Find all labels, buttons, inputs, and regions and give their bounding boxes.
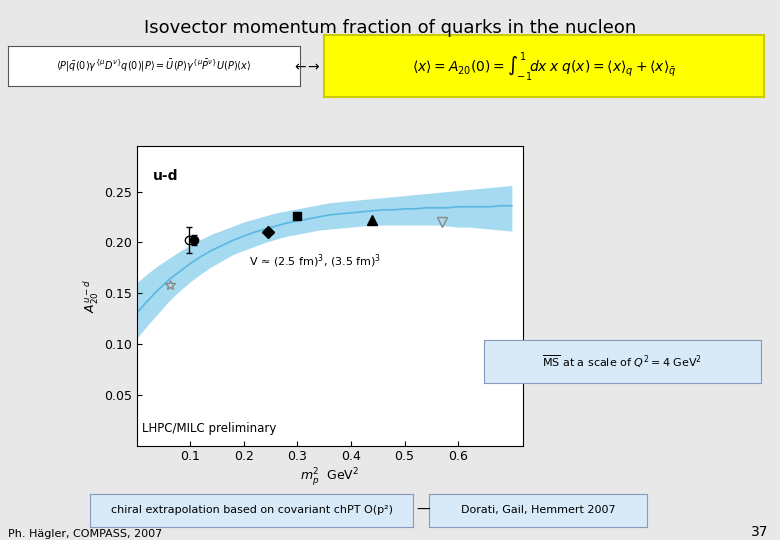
Text: —: — (417, 503, 431, 517)
Text: $\langle x\rangle = A_{20}(0) = \int_{-1}^{1}\!dx\; x\; q(x) = \langle x\rangle_: $\langle x\rangle = A_{20}(0) = \int_{-1… (412, 50, 676, 83)
Text: V ≈ (2.5 fm)$^3$, (3.5 fm)$^3$: V ≈ (2.5 fm)$^3$, (3.5 fm)$^3$ (249, 252, 381, 269)
Text: $\langle P|\bar{q}(0)\gamma^{\{\mu}D^{\nu\}}q(0)|P\rangle = \bar{U}(P)\gamma^{\{: $\langle P|\bar{q}(0)\gamma^{\{\mu}D^{\n… (56, 58, 252, 74)
Text: Dorati, Gail, Hemmert 2007: Dorati, Gail, Hemmert 2007 (461, 505, 615, 515)
Text: u-d: u-d (153, 169, 178, 183)
Text: LHPC/MILC preliminary: LHPC/MILC preliminary (142, 422, 276, 435)
Text: $\leftarrow\!\!\rightarrow$: $\leftarrow\!\!\rightarrow$ (292, 59, 321, 73)
Y-axis label: $A_{20}^{u-d}$: $A_{20}^{u-d}$ (81, 279, 101, 313)
Text: chiral extrapolation based on covariant chPT O(p²): chiral extrapolation based on covariant … (111, 505, 392, 515)
Text: $\overline{\rm MS}$ at a scale of $Q^2 = 4$ GeV$^2$: $\overline{\rm MS}$ at a scale of $Q^2 =… (542, 354, 702, 370)
Text: 37: 37 (751, 525, 768, 539)
Text: Ph. Hägler, COMPASS, 2007: Ph. Hägler, COMPASS, 2007 (8, 529, 162, 539)
X-axis label: $m_p^2$  GeV$^2$: $m_p^2$ GeV$^2$ (300, 466, 359, 488)
Text: Isovector momentum fraction of quarks in the nucleon: Isovector momentum fraction of quarks in… (144, 19, 636, 37)
